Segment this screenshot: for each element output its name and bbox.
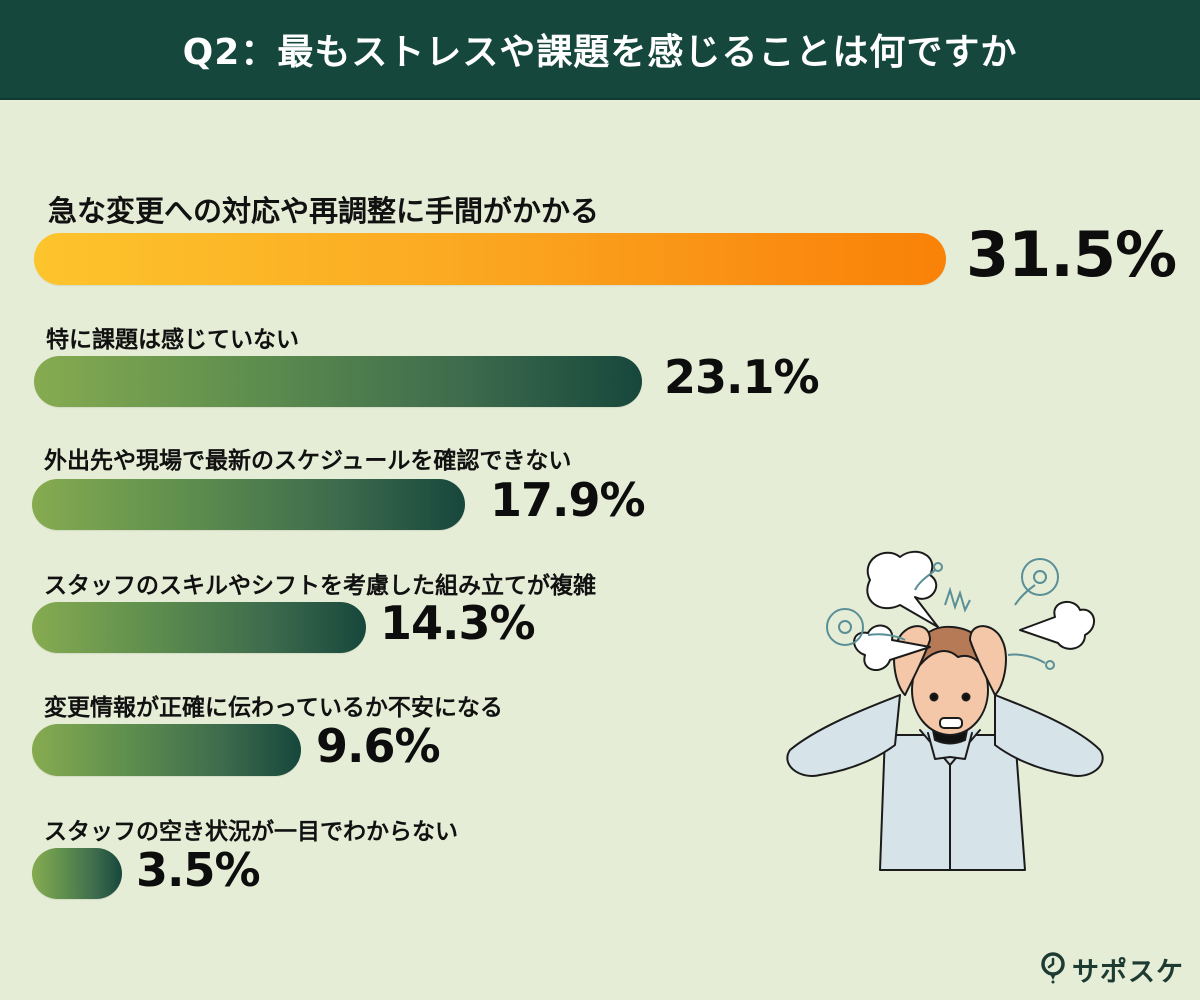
clock-pin-icon bbox=[1040, 951, 1066, 988]
bar bbox=[32, 848, 122, 899]
bar-label: 外出先や現場で最新のスケジュールを確認できない bbox=[44, 448, 572, 474]
percent-value: 31.5% bbox=[966, 218, 1177, 291]
page-title: Q2：最もストレスや課題を感じることは何ですか bbox=[182, 32, 1018, 73]
bar-label: スタッフのスキルやシフトを考慮した組み立てが複雑 bbox=[44, 573, 596, 599]
logo-text: サポスケ bbox=[1072, 957, 1184, 988]
percent-value: 9.6% bbox=[316, 719, 441, 773]
bar bbox=[34, 356, 642, 407]
bar-highlight bbox=[34, 233, 946, 285]
stressed-person-illustration bbox=[780, 535, 1110, 880]
bar bbox=[32, 724, 301, 776]
percent-value: 17.9% bbox=[490, 473, 646, 527]
bar bbox=[32, 602, 366, 653]
percent-value: 14.3% bbox=[380, 596, 536, 650]
bar-label: 急な変更への対応や再調整に手間がかかる bbox=[48, 194, 600, 228]
percent-value: 3.5% bbox=[136, 843, 261, 897]
bar bbox=[32, 479, 465, 530]
brand-logo: サポスケ bbox=[1040, 950, 1184, 989]
bar-label: 変更情報が正確に伝わっているか不安になる bbox=[44, 695, 503, 721]
percent-value: 23.1% bbox=[664, 350, 820, 404]
bar-label: スタッフの空き状況が一目でわからない bbox=[44, 819, 458, 845]
header-banner: Q2：最もストレスや課題を感じることは何ですか bbox=[0, 0, 1200, 100]
bar-label: 特に課題は感じていない bbox=[46, 327, 299, 353]
